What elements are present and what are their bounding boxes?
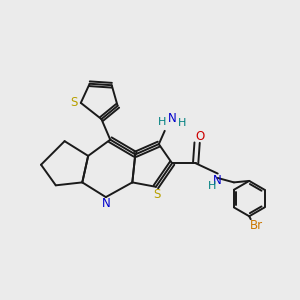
Text: N: N xyxy=(101,197,110,210)
Text: S: S xyxy=(70,96,78,109)
Text: S: S xyxy=(153,188,160,201)
Text: O: O xyxy=(195,130,205,143)
Text: H: H xyxy=(158,117,166,127)
Text: Br: Br xyxy=(250,219,263,232)
Text: N: N xyxy=(168,112,176,125)
Text: H: H xyxy=(208,181,216,191)
Text: N: N xyxy=(213,173,222,187)
Text: H: H xyxy=(178,118,187,128)
